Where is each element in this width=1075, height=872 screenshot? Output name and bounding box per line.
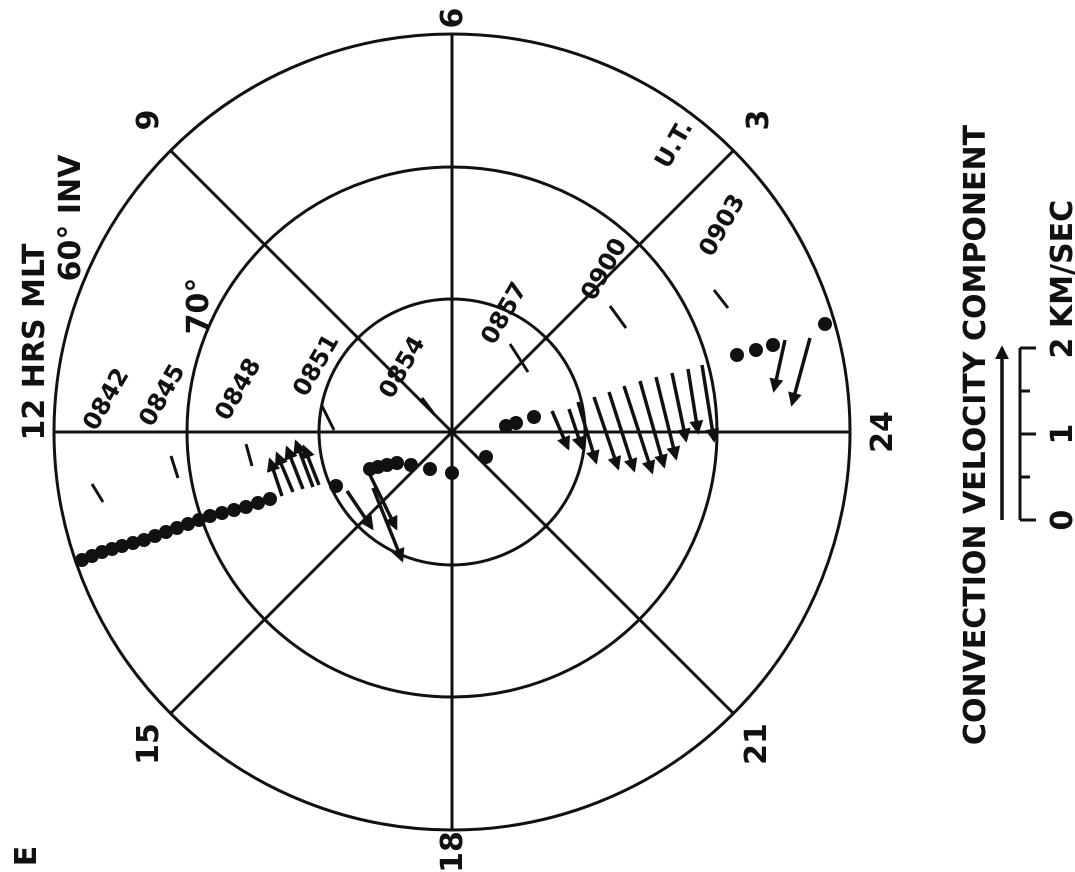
track-dot xyxy=(239,500,253,514)
time-tick-0854 xyxy=(420,397,436,415)
velocity-arrow xyxy=(622,385,656,475)
velocity-arrow xyxy=(274,451,295,493)
time-tick-0845 xyxy=(169,455,180,479)
time-label-0857: 0857 xyxy=(475,277,533,349)
time-label-0903: 0903 xyxy=(693,189,751,261)
track-dot xyxy=(445,466,459,480)
legend-tick-label-1: 1 xyxy=(1045,424,1075,445)
mlt-label-12: 12 HRS MLT xyxy=(17,243,52,440)
mlt-label-24: 24 xyxy=(865,411,900,453)
velocity-arrow xyxy=(638,380,668,469)
track-dot xyxy=(527,410,541,424)
meridian-3-15 xyxy=(169,149,735,715)
polar-grid xyxy=(52,32,852,832)
legend-tick-label-0: 0 xyxy=(1045,510,1075,531)
velocity-arrow xyxy=(550,410,570,451)
velocity-legend: CONVECTION VELOCITY COMPONENT KM/SEC 0 1… xyxy=(958,124,1075,745)
track-dot xyxy=(159,525,173,539)
velocity-arrow xyxy=(576,401,600,465)
track-dot xyxy=(181,517,195,531)
velocity-arrow xyxy=(567,408,586,451)
track-dot xyxy=(126,536,140,550)
velocity-arrow xyxy=(371,487,405,563)
time-label-ut: U.T. xyxy=(649,115,698,173)
track-dot xyxy=(203,509,217,523)
track-dot xyxy=(215,506,229,520)
track-dot xyxy=(479,450,493,464)
velocity-arrow xyxy=(686,368,704,435)
figure-corner-letter: E xyxy=(9,846,44,867)
track-dot xyxy=(766,338,780,352)
time-label-0845: 0845 xyxy=(133,359,191,431)
velocity-arrow xyxy=(592,396,622,471)
track-dot xyxy=(329,479,343,493)
time-tick-0857 xyxy=(508,343,530,373)
legend-title: CONVECTION VELOCITY COMPONENT xyxy=(958,124,993,745)
time-label-0848: 0848 xyxy=(209,353,267,425)
legend-tick-label-2: 2 xyxy=(1045,338,1075,359)
mlt-label-6: 6 xyxy=(435,8,470,29)
velocity-arrow xyxy=(366,470,398,531)
velocity-arrow xyxy=(607,391,638,473)
track-dot xyxy=(749,343,763,357)
mlt-label-9: 9 xyxy=(131,110,166,131)
track-dot xyxy=(404,458,418,472)
velocity-arrow xyxy=(345,490,374,531)
velocity-arrow xyxy=(788,337,812,407)
legend-unit: KM/SEC xyxy=(1045,200,1075,328)
time-tick-0900 xyxy=(608,305,628,329)
time-tick-0851 xyxy=(320,405,336,431)
satellite-track xyxy=(75,317,832,567)
track-dot xyxy=(137,533,151,547)
velocity-arrow xyxy=(266,457,284,497)
track-dot xyxy=(170,521,184,535)
track-dot xyxy=(251,496,265,510)
velocity-arrow xyxy=(769,339,787,393)
velocity-arrow xyxy=(700,364,720,443)
track-dot xyxy=(263,492,277,506)
time-label-0900: 0900 xyxy=(575,233,633,305)
time-tick-0848 xyxy=(244,443,254,467)
mlt-label-21: 21 xyxy=(739,723,774,765)
track-dot xyxy=(730,348,744,362)
time-label-0854: 0854 xyxy=(373,331,431,403)
track-dot xyxy=(192,513,206,527)
track-dot xyxy=(818,317,832,331)
time-labels: 0842 0845 0848 0851 0854 0857 0900 0903 … xyxy=(77,115,751,503)
time-label-0842: 0842 xyxy=(77,363,135,435)
label-60-inv: 60° INV xyxy=(53,154,88,281)
velocity-arrows xyxy=(266,337,812,563)
velocity-arrow xyxy=(670,372,691,443)
latitude-labels: 60° INV 70° xyxy=(53,154,216,334)
mlt-label-15: 15 xyxy=(131,723,166,765)
track-dot xyxy=(227,503,241,517)
mlt-label-18: 18 xyxy=(435,831,470,872)
velocity-arrow xyxy=(654,376,681,461)
mlt-label-3: 3 xyxy=(741,110,776,131)
velocity-arrow xyxy=(293,439,315,488)
track-dot xyxy=(390,456,404,470)
track-dot xyxy=(115,539,129,553)
label-70: 70° xyxy=(181,278,216,335)
velocity-arrow xyxy=(284,445,305,490)
velocity-arrow xyxy=(301,444,321,486)
mlt-labels: 6 3 24 21 18 15 9 12 HRS MLT xyxy=(17,8,900,872)
track-dot xyxy=(509,416,523,430)
track-dot xyxy=(423,462,437,476)
track-dot xyxy=(148,529,162,543)
time-tick-0903 xyxy=(712,289,730,309)
time-tick-0842 xyxy=(90,483,105,503)
